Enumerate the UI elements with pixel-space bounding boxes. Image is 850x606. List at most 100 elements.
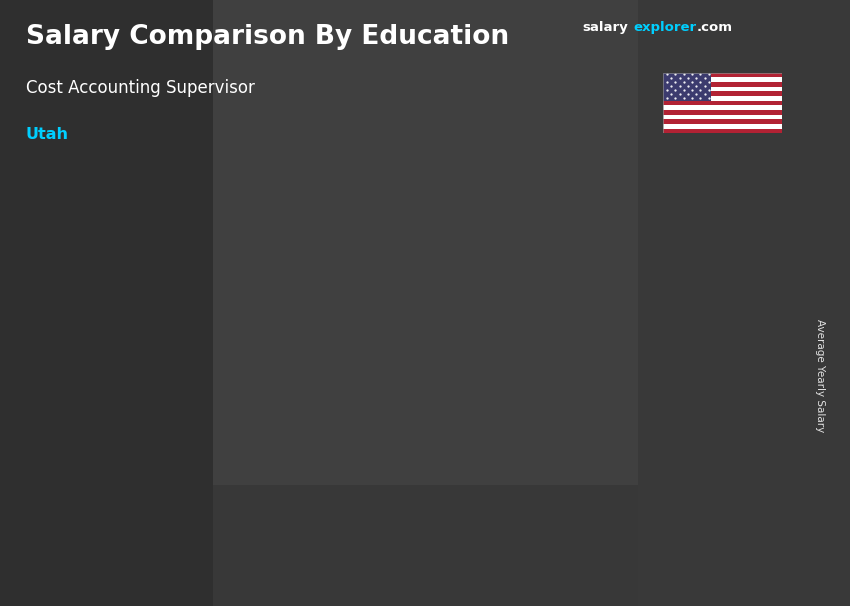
Bar bbox=[287, 510, 361, 512]
Bar bbox=[278, 496, 287, 498]
Bar bbox=[278, 514, 287, 516]
Bar bbox=[287, 459, 361, 461]
Bar bbox=[278, 430, 287, 431]
Bar bbox=[102, 439, 111, 440]
Bar bbox=[463, 428, 537, 431]
Bar bbox=[639, 381, 713, 384]
Bar bbox=[639, 518, 713, 522]
Bar bbox=[102, 530, 111, 531]
Bar bbox=[287, 453, 361, 455]
Bar bbox=[639, 306, 713, 310]
Bar bbox=[455, 482, 463, 485]
Bar bbox=[102, 465, 111, 467]
Bar bbox=[639, 436, 713, 440]
Bar bbox=[278, 416, 287, 418]
Bar bbox=[663, 124, 782, 128]
Bar bbox=[631, 381, 639, 384]
Bar bbox=[278, 424, 287, 426]
Bar bbox=[111, 442, 185, 444]
Bar bbox=[639, 410, 713, 414]
Bar bbox=[287, 424, 361, 426]
Bar bbox=[639, 492, 713, 496]
Bar bbox=[631, 325, 639, 328]
Bar bbox=[639, 511, 713, 514]
Bar bbox=[287, 408, 361, 410]
Bar bbox=[102, 491, 111, 493]
Bar bbox=[102, 528, 111, 530]
Bar bbox=[639, 481, 713, 485]
Bar bbox=[111, 467, 185, 468]
Bar bbox=[639, 526, 713, 530]
Bar bbox=[111, 419, 185, 421]
Bar bbox=[455, 354, 463, 357]
Bar bbox=[287, 508, 361, 510]
Bar bbox=[663, 87, 782, 92]
Bar bbox=[463, 499, 537, 502]
Bar bbox=[455, 465, 463, 468]
Bar bbox=[631, 291, 639, 295]
Bar bbox=[102, 497, 111, 498]
Bar bbox=[278, 434, 287, 436]
Bar bbox=[631, 328, 639, 332]
Bar bbox=[287, 455, 361, 457]
Bar bbox=[639, 358, 713, 362]
Bar bbox=[287, 381, 361, 383]
Bar bbox=[663, 115, 782, 119]
Bar bbox=[639, 373, 713, 377]
Bar bbox=[639, 318, 713, 321]
Bar bbox=[663, 92, 782, 96]
Bar bbox=[455, 431, 463, 434]
Bar bbox=[463, 377, 537, 380]
Bar bbox=[287, 477, 361, 479]
Bar bbox=[287, 383, 361, 385]
Bar bbox=[631, 418, 639, 422]
Bar bbox=[287, 457, 361, 459]
Bar bbox=[639, 366, 713, 370]
Bar bbox=[463, 454, 537, 456]
Bar bbox=[631, 295, 639, 299]
Bar bbox=[102, 482, 111, 484]
Bar bbox=[111, 445, 185, 447]
Bar bbox=[278, 465, 287, 467]
Bar bbox=[278, 441, 287, 444]
Bar bbox=[455, 530, 463, 533]
Bar bbox=[111, 504, 185, 505]
Bar bbox=[102, 520, 111, 522]
Bar bbox=[463, 516, 537, 519]
Bar bbox=[111, 407, 185, 408]
Bar bbox=[287, 471, 361, 473]
Bar bbox=[278, 467, 287, 469]
Bar bbox=[111, 455, 185, 457]
Bar bbox=[278, 531, 287, 533]
Bar bbox=[463, 491, 537, 493]
Bar bbox=[287, 436, 361, 438]
Bar bbox=[278, 494, 287, 496]
Bar bbox=[639, 258, 713, 262]
Bar bbox=[455, 380, 463, 382]
Bar bbox=[455, 363, 463, 365]
Bar bbox=[287, 498, 361, 500]
Bar bbox=[638, 0, 850, 606]
Bar bbox=[102, 475, 111, 477]
Bar bbox=[287, 418, 361, 420]
Bar bbox=[287, 474, 361, 477]
Bar bbox=[278, 510, 287, 512]
Bar bbox=[278, 393, 287, 395]
Bar bbox=[463, 388, 537, 391]
Bar bbox=[278, 388, 287, 391]
Bar bbox=[455, 315, 463, 317]
Bar bbox=[287, 387, 361, 388]
Bar bbox=[111, 484, 185, 485]
Bar bbox=[463, 434, 537, 436]
Polygon shape bbox=[278, 377, 361, 386]
Bar bbox=[111, 511, 185, 513]
Bar bbox=[278, 477, 287, 479]
Bar bbox=[455, 382, 463, 385]
Bar bbox=[111, 490, 185, 491]
Bar bbox=[463, 485, 537, 488]
Bar bbox=[278, 395, 287, 396]
Bar bbox=[631, 485, 639, 488]
Bar bbox=[639, 332, 713, 336]
Bar bbox=[287, 401, 361, 402]
Bar bbox=[631, 422, 639, 425]
